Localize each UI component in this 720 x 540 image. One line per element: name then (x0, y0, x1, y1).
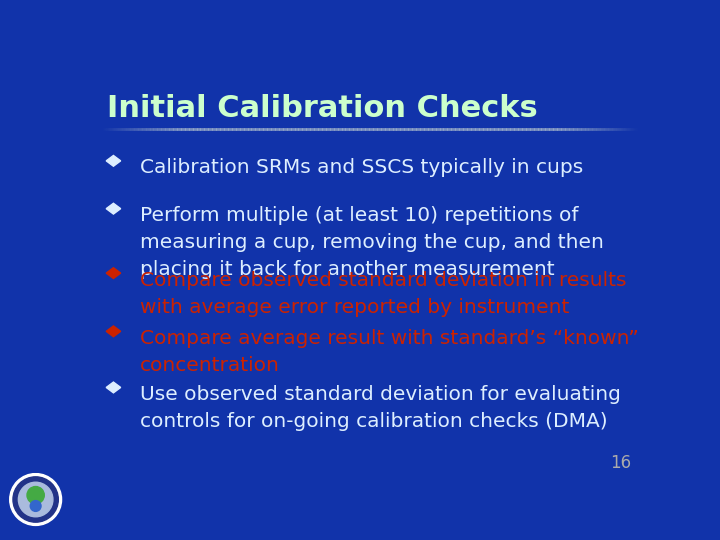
Text: with average error reported by instrument: with average error reported by instrumen… (140, 298, 570, 316)
Text: placing it back for another measurement: placing it back for another measurement (140, 260, 555, 279)
Text: measuring a cup, removing the cup, and then: measuring a cup, removing the cup, and t… (140, 233, 604, 252)
Text: Use observed standard deviation for evaluating: Use observed standard deviation for eval… (140, 385, 621, 404)
Circle shape (19, 482, 53, 517)
Text: Perform multiple (at least 10) repetitions of: Perform multiple (at least 10) repetitio… (140, 206, 579, 225)
Circle shape (10, 474, 61, 525)
Text: Compare observed standard deviation in results: Compare observed standard deviation in r… (140, 271, 626, 289)
Polygon shape (106, 156, 121, 166)
Circle shape (13, 477, 58, 522)
Text: concentration: concentration (140, 356, 280, 375)
Polygon shape (106, 268, 121, 279)
Polygon shape (106, 203, 121, 214)
Text: Initial Calibration Checks: Initial Calibration Checks (107, 94, 538, 123)
Polygon shape (106, 382, 121, 393)
Circle shape (27, 487, 45, 504)
Text: controls for on-going calibration checks (DMA): controls for on-going calibration checks… (140, 412, 608, 431)
Text: Calibration SRMs and SSCS typically in cups: Calibration SRMs and SSCS typically in c… (140, 158, 583, 177)
Text: 16: 16 (610, 454, 631, 472)
Circle shape (30, 501, 41, 511)
Text: Compare average result with standard’s “known”: Compare average result with standard’s “… (140, 329, 639, 348)
Polygon shape (106, 326, 121, 337)
